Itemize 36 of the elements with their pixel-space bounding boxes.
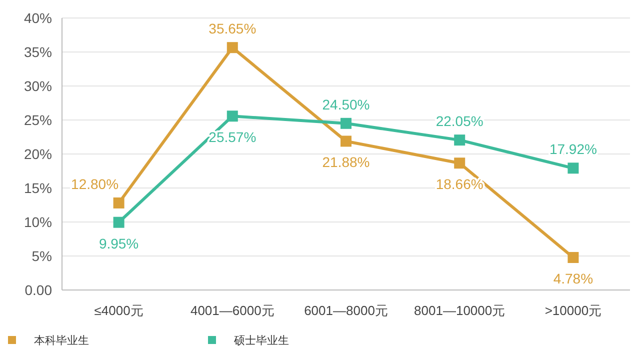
point xyxy=(568,252,579,263)
y-tick-label: 30% xyxy=(24,78,52,94)
data-label: 22.05% xyxy=(436,113,484,130)
y-tick-label: 35% xyxy=(24,44,52,60)
point xyxy=(226,42,238,54)
point xyxy=(113,197,124,208)
point xyxy=(340,118,352,129)
y-tick-label: 20% xyxy=(24,146,52,162)
y-tick-label: 10% xyxy=(24,214,52,230)
data-label: 12.80% xyxy=(71,176,119,192)
point xyxy=(340,136,352,147)
point xyxy=(568,162,579,174)
point xyxy=(454,158,466,169)
x-tick-label: >10000元 xyxy=(544,303,602,318)
y-tick-label: 5% xyxy=(32,248,52,264)
point xyxy=(113,216,124,228)
legend-label: 硕士毕业生 xyxy=(233,334,289,347)
y-tick-label: 40% xyxy=(24,10,52,26)
x-tick-label: 8001—10000元 xyxy=(414,303,506,318)
data-label: 24.50% xyxy=(322,96,370,112)
data-label: 35.65% xyxy=(208,20,256,37)
point xyxy=(454,134,466,146)
data-label: 21.88% xyxy=(322,154,370,170)
point xyxy=(226,110,238,122)
y-tick-label: 0.00 xyxy=(24,282,52,298)
data-label: 18.66% xyxy=(436,176,484,192)
data-label: 4.78% xyxy=(553,270,594,286)
x-tick-label: 4001—6000元 xyxy=(190,303,274,318)
y-tick-label: 25% xyxy=(24,112,52,128)
y-tick-label: 15% xyxy=(24,180,52,196)
data-label: 9.95% xyxy=(98,235,139,252)
data-label: 25.57% xyxy=(208,129,256,146)
x-tick-label: 6001—8000元 xyxy=(304,303,388,318)
x-tick-label: ≤4000元 xyxy=(94,303,144,318)
data-label: 17.92% xyxy=(549,141,597,158)
legend-label: 本科毕业生 xyxy=(34,334,89,347)
